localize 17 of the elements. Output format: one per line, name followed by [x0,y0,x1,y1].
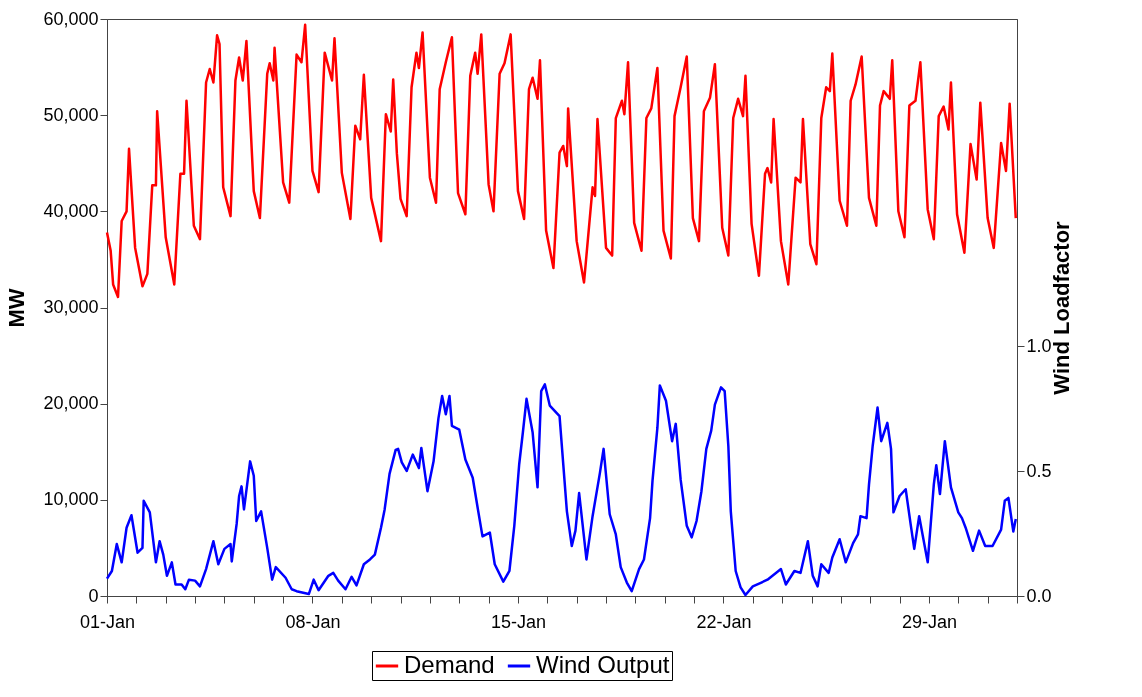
x-tick-label: 01-Jan [79,611,136,632]
y-tick-label: 60,000 [43,8,99,29]
y-tick-label: 0 [88,585,99,606]
y-axis-title: MW [4,288,30,328]
y-tick-label: 50,000 [43,104,99,125]
legend-label: Wind Output [536,651,670,678]
y-tick-label: 30,000 [43,297,99,317]
y-tick-label: 10,000 [43,489,99,510]
x-tick-label: 15-Jan [490,611,546,632]
y2-tick-label: 0.0 [1026,585,1052,606]
y2-tick-label: 0.5 [1026,460,1052,481]
y-tick-label: 20,000 [43,393,99,414]
x-tick-label: 08-Jan [285,611,341,632]
y-tick-label: 40,000 [43,200,99,221]
x-tick-label: 29-Jan [901,611,957,632]
x-tick-label: 22-Jan [696,611,752,632]
legend-label: Demand [404,651,495,678]
